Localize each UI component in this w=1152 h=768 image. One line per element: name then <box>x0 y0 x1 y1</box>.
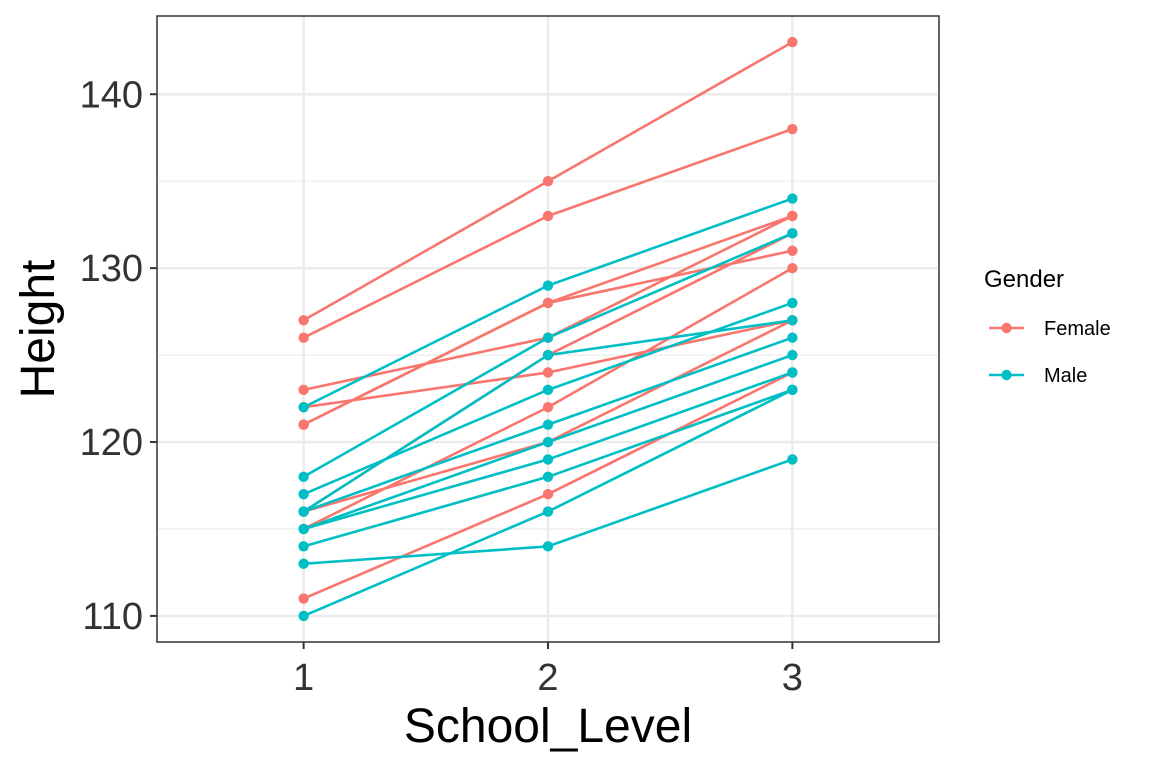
data-point-male <box>298 558 309 569</box>
legend-entries: Female Male <box>989 318 1111 387</box>
legend: Gender Female Male <box>984 266 1111 387</box>
data-point-male <box>787 228 798 239</box>
y-axis-ticks: 110 120 130 140 <box>80 74 157 638</box>
y-tick-label: 140 <box>80 74 143 116</box>
data-point-male <box>542 419 554 430</box>
data-point-female <box>298 332 309 343</box>
legend-entry-male: Male <box>989 365 1087 387</box>
y-tick-label: 130 <box>80 248 143 290</box>
data-point-female <box>542 175 554 187</box>
legend-title: Gender <box>984 266 1064 293</box>
x-axis-title: School_Level <box>404 700 692 753</box>
data-point-male <box>542 454 554 465</box>
data-point-male <box>787 297 798 309</box>
series-points <box>298 36 798 622</box>
data-point-male <box>298 402 309 413</box>
legend-entry-female: Female <box>989 318 1111 340</box>
x-tick-label: 3 <box>782 657 803 699</box>
y-axis-title: Height <box>12 260 65 399</box>
legend-key-point <box>1001 322 1012 334</box>
data-point-female <box>298 384 309 396</box>
data-point-male <box>787 315 798 326</box>
data-point-male <box>542 506 554 517</box>
x-tick-label: 1 <box>293 657 314 699</box>
y-tick-label: 110 <box>82 596 143 638</box>
data-point-male <box>542 280 554 291</box>
data-point-female <box>787 36 798 48</box>
data-point-female <box>542 488 554 500</box>
legend-key-point <box>1001 369 1012 381</box>
data-point-male <box>787 384 798 396</box>
data-point-male <box>787 332 798 343</box>
data-point-female <box>542 367 554 378</box>
data-point-female <box>542 402 554 413</box>
x-tick-label: 2 <box>537 657 558 699</box>
y-tick-label: 120 <box>80 422 143 464</box>
data-point-male <box>542 541 554 552</box>
data-point-male <box>787 349 798 361</box>
data-point-male <box>542 384 554 396</box>
data-point-female <box>542 210 554 222</box>
data-point-male <box>298 541 309 552</box>
data-point-female <box>787 123 798 135</box>
data-point-male <box>298 523 309 535</box>
data-point-male <box>542 349 554 361</box>
data-point-female <box>298 315 309 326</box>
data-point-female <box>298 593 309 604</box>
data-point-female <box>542 297 554 309</box>
data-point-male <box>787 454 798 465</box>
x-axis-ticks: 1 2 3 <box>293 642 803 699</box>
legend-label: Female <box>1044 318 1111 340</box>
data-point-female <box>787 245 798 256</box>
data-point-male <box>298 488 309 500</box>
data-point-male <box>298 610 309 622</box>
legend-label: Male <box>1044 365 1087 387</box>
data-point-male <box>542 332 554 343</box>
plot-panel <box>156 15 940 643</box>
data-point-male <box>787 193 798 204</box>
data-point-female <box>787 210 798 222</box>
data-point-female <box>787 262 798 274</box>
data-point-male <box>542 471 554 483</box>
data-point-male <box>298 471 309 483</box>
data-point-female <box>298 419 309 430</box>
data-point-male <box>542 436 554 448</box>
data-point-male <box>298 506 309 517</box>
data-point-male <box>787 367 798 378</box>
